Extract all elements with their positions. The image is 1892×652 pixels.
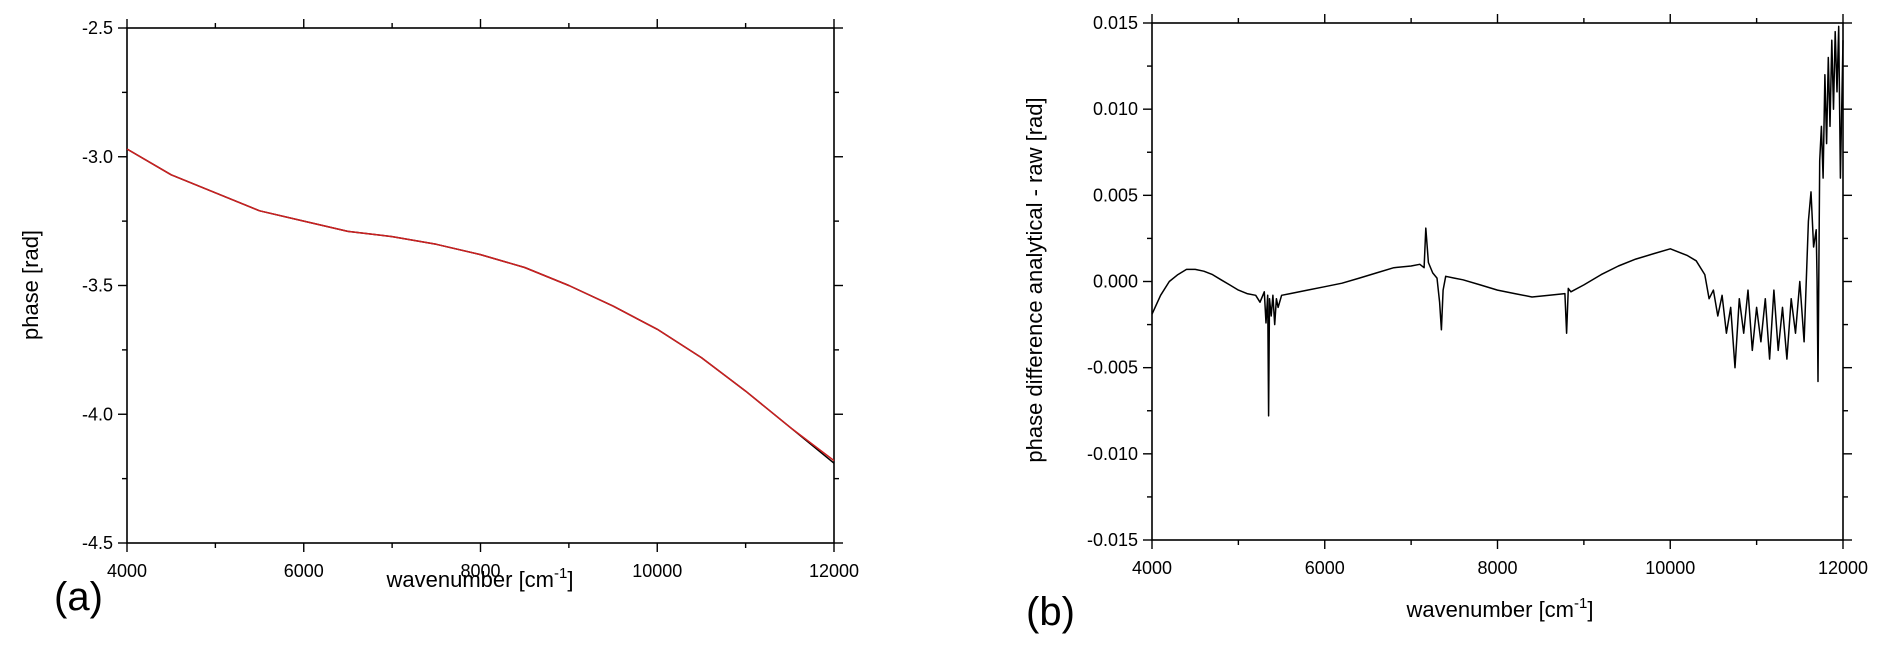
x-tick-label: 12000 <box>809 561 859 581</box>
panel-a: 4000 6000 8000 10000 12000 -2.5 -3.0 -3.5 -4.0 -4… <box>18 18 859 619</box>
series-line-1 <box>126 148 835 464</box>
x-tick-label: 6000 <box>284 561 324 581</box>
x-axis-title: wavenumber [cm-1] <box>386 565 574 592</box>
x-axis-title-main: wavenumber [cm <box>386 567 555 592</box>
y-tick-label: -0.015 <box>1087 530 1138 550</box>
series-line-1 <box>1151 25 1844 417</box>
plot-frame <box>126 27 835 544</box>
y-axis-title: phase [rad] <box>18 230 43 340</box>
y-tick-label: 0.010 <box>1093 99 1138 119</box>
y-tick-label: -3.0 <box>82 147 113 167</box>
panel-label: (b) <box>1026 590 1075 634</box>
plot-frame <box>1151 22 1844 541</box>
x-tick-label: 4000 <box>107 561 147 581</box>
panel-label: (a) <box>54 575 103 619</box>
x-tick-label: 12000 <box>1818 558 1868 578</box>
y-tick-label: -0.010 <box>1087 444 1138 464</box>
x-tick-label: 8000 <box>1477 558 1517 578</box>
x-tick-label: 6000 <box>1305 558 1345 578</box>
x-tick-label: 10000 <box>632 561 682 581</box>
y-tick-label: -4.0 <box>82 404 113 424</box>
y-tick-label: -2.5 <box>82 18 113 38</box>
x-axis-title-end: ] <box>567 567 573 592</box>
y-tick-label: 0.015 <box>1093 13 1138 33</box>
x-axis-title: wavenumber [cm-1] <box>1406 595 1594 622</box>
x-axis-title-end: ] <box>1587 597 1593 622</box>
y-tick-label: 0.000 <box>1093 272 1138 292</box>
x-tick-label: 10000 <box>1645 558 1695 578</box>
series-line-2 <box>126 148 835 462</box>
x-tick-label: 4000 <box>1132 558 1172 578</box>
x-axis-title-sup: -1 <box>554 565 567 582</box>
y-tick-label: -3.5 <box>82 276 113 296</box>
y-axis-title: phase difference analytical - raw [rad] <box>1022 97 1047 462</box>
panel-b: 4000 6000 8000 10000 12000 0.015 0.010 0.005 0.0… <box>1022 13 1868 634</box>
x-axis-title-sup: -1 <box>1574 595 1587 612</box>
y-tick-label: -4.5 <box>82 533 113 553</box>
x-tick-label: 8000 <box>460 561 500 581</box>
x-axis-title-main: wavenumber [cm <box>1406 597 1575 622</box>
y-tick-label: 0.005 <box>1093 185 1138 205</box>
y-tick-label: -0.005 <box>1087 358 1138 378</box>
